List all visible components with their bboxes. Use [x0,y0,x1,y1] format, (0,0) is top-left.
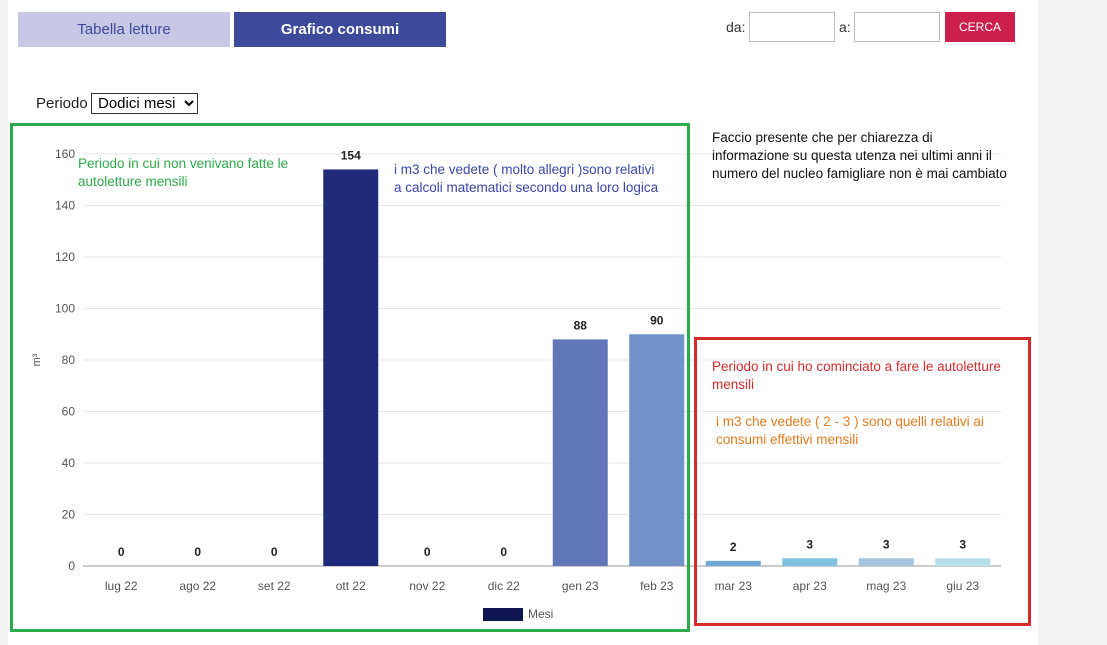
annotation-green: Periodo in cui non venivano fatte le aut… [78,156,289,189]
bar [629,334,685,566]
y-tick-label: 80 [62,353,76,367]
annotation-black: Faccio presente che per chiarezza di inf… [712,130,1007,181]
bar-value-label: 0 [194,545,201,559]
bar-value-label: 154 [341,148,361,162]
tab-tabella-letture[interactable]: Tabella letture [18,12,230,47]
to-date-input[interactable] [854,12,940,42]
x-tick-label: dic 22 [488,579,520,593]
bar-value-label: 0 [118,545,125,559]
x-tick-label: giu 23 [946,579,979,593]
y-tick-label: 100 [55,302,75,316]
red-highlight-box [694,337,1031,626]
y-tick-label: 40 [62,456,76,470]
y-tick-label: 20 [62,508,76,522]
legend-swatch [483,608,523,621]
period-label: Periodo [36,95,88,112]
bar-value-label: 0 [500,545,507,559]
x-tick-label: feb 23 [640,579,674,593]
x-tick-label: mag 23 [866,579,906,593]
period-select[interactable]: Dodici mesi [91,93,198,114]
x-tick-label: lug 22 [105,579,138,593]
x-tick-label: mar 23 [715,579,753,593]
bar [705,560,761,566]
bar-value-label: 2 [730,540,737,554]
to-date-label: a: [839,19,851,35]
y-tick-label: 160 [55,147,75,161]
tab-grafico-consumi[interactable]: Grafico consumi [234,12,446,47]
legend-label: Mesi [528,607,553,621]
bar-value-label: 3 [883,537,890,551]
y-tick-label: 60 [62,405,76,419]
bar-value-label: 0 [271,545,278,559]
bar-value-label: 3 [959,537,966,551]
bar [323,169,379,566]
bar-value-label: 3 [806,537,813,551]
y-tick-label: 0 [68,559,75,573]
bar [782,558,838,566]
x-tick-label: set 22 [258,579,291,593]
x-tick-label: nov 22 [409,579,445,593]
x-tick-label: apr 23 [793,579,827,593]
bar-value-label: 88 [574,318,588,332]
bar [858,558,914,566]
y-tick-label: 140 [55,199,75,213]
search-button[interactable]: CERCA [945,12,1015,42]
green-highlight-box [10,123,690,632]
x-tick-label: gen 23 [562,579,599,593]
bar [552,339,608,566]
annotation-blue: i m3 che vedete ( molto allegri )sono re… [394,162,659,195]
y-tick-label: 120 [55,250,75,264]
x-tick-label: ago 22 [179,579,216,593]
y-axis-label: m³ [31,353,43,366]
from-date-input[interactable] [749,12,835,42]
annotation-red: Periodo in cui ho cominciato a fare le a… [712,359,1001,392]
x-tick-label: ott 22 [336,579,366,593]
annotation-orange: i m3 che vedete ( 2 - 3 ) sono quelli re… [716,414,984,447]
from-date-label: da: [726,19,746,35]
bar-value-label: 90 [650,313,664,327]
bar [935,558,991,566]
bar-value-label: 0 [424,545,431,559]
